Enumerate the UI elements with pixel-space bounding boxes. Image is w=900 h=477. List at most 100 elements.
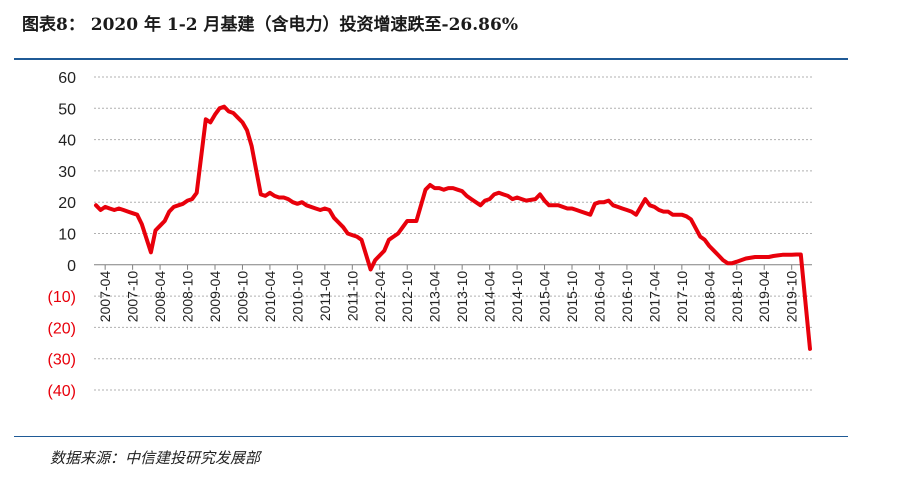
data-point bbox=[493, 193, 496, 196]
x-tick-label: 2014-04 bbox=[482, 271, 498, 323]
data-point bbox=[172, 205, 175, 208]
data-point bbox=[456, 188, 459, 191]
data-point bbox=[534, 198, 537, 201]
x-tick-label: 2009-04 bbox=[207, 271, 223, 323]
data-point bbox=[461, 190, 464, 193]
data-point bbox=[516, 196, 519, 199]
data-point bbox=[328, 209, 331, 212]
data-point bbox=[301, 201, 304, 204]
data-point bbox=[667, 210, 670, 213]
data-point bbox=[790, 253, 793, 256]
data-point bbox=[149, 251, 152, 254]
x-tick-label: 2007-10 bbox=[125, 271, 141, 323]
data-point bbox=[571, 207, 574, 210]
data-point bbox=[140, 223, 143, 226]
data-point bbox=[635, 213, 638, 216]
data-point bbox=[369, 268, 372, 271]
source-note: 数据来源：中信建投研究发展部 bbox=[50, 449, 261, 467]
data-point bbox=[163, 220, 166, 223]
data-point bbox=[429, 184, 432, 187]
data-point bbox=[113, 209, 116, 212]
data-point bbox=[99, 209, 102, 212]
data-point bbox=[786, 253, 789, 256]
data-point bbox=[731, 262, 734, 265]
x-tick-label: 2017-10 bbox=[674, 271, 690, 323]
x-tick-label: 2010-10 bbox=[289, 271, 305, 323]
data-point bbox=[809, 347, 812, 350]
data-point bbox=[722, 259, 725, 262]
data-point bbox=[383, 249, 386, 252]
data-point bbox=[346, 232, 349, 235]
data-point bbox=[195, 191, 198, 194]
data-point bbox=[525, 199, 528, 202]
data-point bbox=[470, 198, 473, 201]
y-tick-labels: 60 50 40 30 20 10 0 (10) (20) (30) (40) bbox=[48, 70, 77, 400]
data-point bbox=[191, 198, 194, 201]
data-point bbox=[241, 121, 244, 124]
data-point bbox=[314, 207, 317, 210]
y-tick-label: (10) bbox=[48, 289, 76, 306]
data-point bbox=[740, 259, 743, 262]
x-tick-label: 2015-04 bbox=[537, 271, 553, 323]
data-point bbox=[159, 224, 162, 227]
x-tick-label: 2013-10 bbox=[454, 271, 470, 323]
data-point bbox=[360, 238, 363, 241]
data-point bbox=[424, 188, 427, 191]
data-point bbox=[717, 254, 720, 257]
x-tick-label: 2008-10 bbox=[180, 271, 196, 323]
data-point bbox=[630, 210, 633, 213]
data-point bbox=[557, 204, 560, 207]
x-tick-label: 2012-10 bbox=[399, 271, 415, 323]
chart-title: 图表8： 2020 年 1-2 月基建（含电力）投资增速跌至-26.86% bbox=[22, 15, 518, 35]
y-tick-label: 30 bbox=[58, 164, 76, 181]
data-point bbox=[117, 207, 120, 210]
data-point bbox=[397, 232, 400, 235]
x-tick-label: 2014-10 bbox=[509, 271, 525, 323]
data-point bbox=[603, 201, 606, 204]
data-point bbox=[575, 209, 578, 212]
data-point bbox=[168, 210, 171, 213]
data-point bbox=[232, 112, 235, 115]
x-tick-label: 2013-04 bbox=[427, 271, 443, 323]
data-point bbox=[511, 198, 514, 201]
data-point bbox=[561, 205, 564, 208]
data-point bbox=[268, 191, 271, 194]
data-point bbox=[214, 113, 217, 116]
y-tick-label: 40 bbox=[58, 133, 76, 150]
data-point bbox=[452, 187, 455, 190]
data-point bbox=[616, 205, 619, 208]
data-point bbox=[122, 209, 125, 212]
data-point bbox=[154, 229, 157, 232]
data-point bbox=[502, 193, 505, 196]
data-point bbox=[644, 198, 647, 201]
data-point bbox=[355, 235, 358, 238]
data-point bbox=[566, 207, 569, 210]
x-tick-label: 2016-10 bbox=[619, 271, 635, 323]
x-tick-label: 2017-04 bbox=[646, 271, 662, 323]
data-point bbox=[204, 118, 207, 121]
data-point bbox=[676, 213, 679, 216]
data-point bbox=[589, 213, 592, 216]
data-point bbox=[744, 257, 747, 260]
bottom-rule bbox=[14, 436, 848, 437]
x-tick-label: 2019-04 bbox=[756, 271, 772, 323]
data-point bbox=[539, 193, 542, 196]
data-point bbox=[259, 193, 262, 196]
data-point bbox=[433, 187, 436, 190]
data-point bbox=[465, 194, 468, 197]
x-tick-label: 2012-04 bbox=[372, 271, 388, 323]
data-point bbox=[520, 198, 523, 201]
x-tick-label: 2019-10 bbox=[784, 271, 800, 323]
data-point bbox=[662, 210, 665, 213]
axes bbox=[94, 264, 812, 270]
data-point bbox=[680, 213, 683, 216]
data-point bbox=[406, 220, 409, 223]
data-point bbox=[758, 256, 761, 259]
data-point bbox=[795, 253, 798, 256]
x-tick-label: 2009-10 bbox=[234, 271, 250, 323]
data-point bbox=[580, 210, 583, 213]
data-point bbox=[708, 245, 711, 248]
data-point bbox=[442, 188, 445, 191]
data-point bbox=[543, 199, 546, 202]
data-point bbox=[296, 202, 299, 205]
